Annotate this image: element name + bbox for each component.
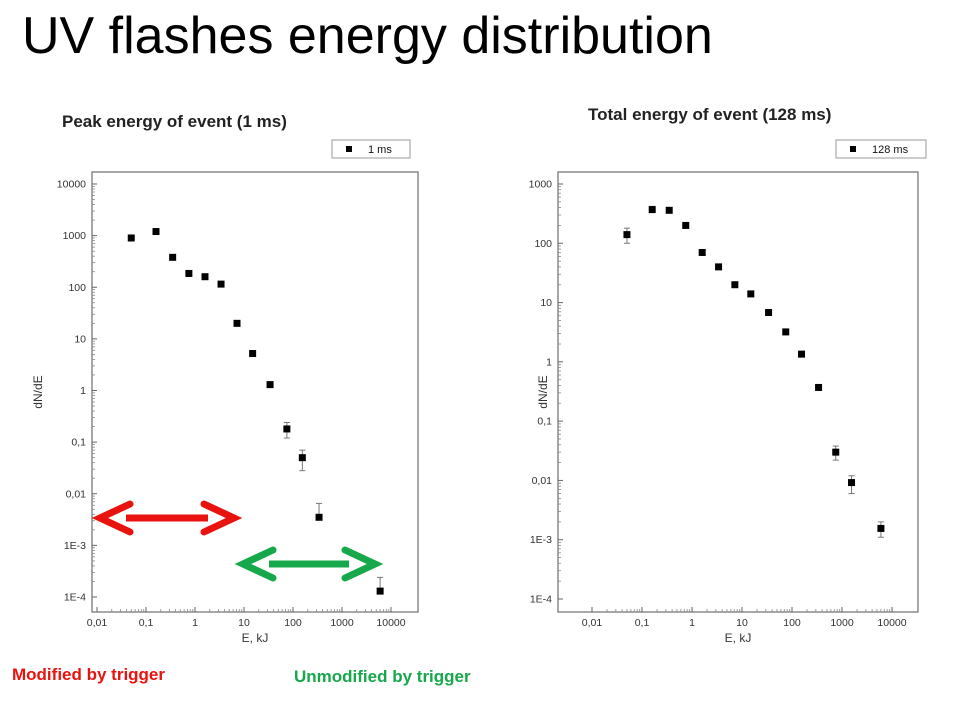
- x-tick-label: 1000: [330, 617, 354, 629]
- data-point: [698, 248, 706, 256]
- y-axis-label: dN/dE: [31, 375, 45, 408]
- x-tick-label: 1: [689, 617, 695, 629]
- x-tick-label: 10000: [877, 617, 906, 629]
- x-tick-label: 0,01: [87, 617, 108, 629]
- legend-marker: [850, 146, 856, 152]
- x-tick-label: 1000: [830, 617, 854, 629]
- modified-by-trigger-label: Modified by trigger: [12, 665, 165, 684]
- y-tick-label: 1000: [63, 230, 87, 242]
- y-tick-label: 10000: [57, 179, 86, 191]
- data-point: [298, 454, 306, 462]
- y-tick-label: 0,01: [66, 488, 87, 500]
- data-point: [782, 328, 790, 336]
- unmodified-by-trigger-label: Unmodified by trigger: [294, 667, 471, 686]
- y-tick-label: 1E-3: [530, 534, 552, 546]
- y-tick-label: 0,01: [532, 475, 553, 487]
- x-tick-label: 0,01: [582, 617, 603, 629]
- legend-marker: [346, 146, 352, 152]
- y-tick-label: 0,1: [71, 437, 86, 449]
- x-tick-label: 10: [238, 617, 250, 629]
- y-axis-label: dN/dE: [536, 375, 550, 408]
- data-point: [201, 273, 209, 281]
- legend-box: [835, 139, 927, 159]
- data-point: [283, 425, 291, 433]
- y-tick-label: 1E-3: [64, 540, 86, 552]
- y-tick-label: 1000: [529, 179, 553, 191]
- plot-frame: [91, 171, 419, 613]
- data-point: [315, 513, 323, 521]
- arrow-head-right: [200, 500, 243, 536]
- x-tick-label: 100: [783, 617, 801, 629]
- x-axis-label: E, kJ: [725, 631, 752, 645]
- unmodified-range-arrow: [234, 546, 384, 582]
- legend-box: [331, 139, 411, 159]
- data-point: [169, 253, 177, 261]
- y-tick-label: 1E-4: [530, 594, 552, 606]
- data-point: [682, 221, 690, 229]
- y-tick-label: 1: [546, 356, 552, 368]
- data-point: [217, 280, 225, 288]
- y-tick-label: 0,1: [537, 416, 552, 428]
- data-point: [848, 479, 856, 487]
- data-point: [152, 228, 160, 236]
- x-tick-label: 0,1: [139, 617, 154, 629]
- data-point: [665, 206, 673, 214]
- peak-energy-chart: 0,01 0,1 1 10 100 1000 10000 1E-4 1E-3 0,01 0,1 1 10…: [31, 139, 419, 645]
- x-tick-label: 1: [192, 617, 198, 629]
- legend-label: 128 ms: [872, 144, 909, 156]
- data-point: [623, 231, 631, 239]
- data-point: [376, 587, 384, 595]
- data-point: [266, 381, 274, 389]
- data-point: [815, 383, 823, 391]
- y-tick-label: 100: [534, 238, 552, 250]
- x-axis-label: E, kJ: [242, 631, 269, 645]
- data-point: [765, 309, 773, 317]
- data-point: [731, 281, 739, 289]
- y-tick-label: 10: [74, 333, 86, 345]
- page-title: UV flashes energy distribution: [22, 7, 713, 65]
- left-chart-heading: Peak energy of event (1 ms): [62, 112, 287, 131]
- y-tick-label: 100: [68, 282, 86, 294]
- data-point: [877, 524, 885, 532]
- x-tick-label: 10: [736, 617, 748, 629]
- data-point: [715, 263, 723, 271]
- arrow-head-right: [341, 546, 384, 582]
- data-point: [747, 290, 755, 298]
- data-point: [185, 269, 193, 277]
- data-point: [648, 206, 656, 214]
- right-chart-heading: Total energy of event (128 ms): [588, 105, 832, 124]
- data-point: [127, 234, 135, 242]
- data-point: [233, 319, 241, 327]
- y-tick-label: 1: [80, 385, 86, 397]
- x-tick-label: 10000: [376, 617, 405, 629]
- data-point: [832, 448, 840, 456]
- total-energy-chart: 0,01 0,1 1 10 100 1000 10000 1E-4 1E-3 0,01 0,1 1 10…: [529, 139, 927, 645]
- x-tick-label: 100: [284, 617, 302, 629]
- modified-range-arrow: [91, 500, 243, 536]
- arrow-head-left: [91, 500, 134, 536]
- data-point: [249, 350, 257, 358]
- y-tick-label: 10: [540, 297, 552, 309]
- plot-frame: [557, 171, 919, 613]
- legend-label: 1 ms: [368, 144, 392, 156]
- trigger-arrows: [91, 500, 384, 582]
- arrow-head-left: [234, 546, 277, 582]
- y-tick-label: 1E-4: [64, 592, 86, 604]
- x-tick-label: 0,1: [635, 617, 650, 629]
- data-point: [798, 350, 806, 358]
